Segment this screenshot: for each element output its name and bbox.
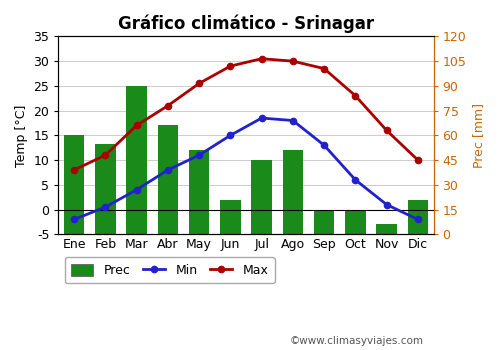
Bar [408, 199, 428, 234]
Bar [95, 144, 116, 234]
Bar [314, 210, 334, 234]
Title: Gráfico climático - Srinagar: Gráfico climático - Srinagar [118, 15, 374, 34]
Bar [220, 199, 240, 234]
Bar [376, 224, 397, 234]
Y-axis label: Temp [°C]: Temp [°C] [15, 104, 28, 167]
Bar [252, 160, 272, 234]
Legend: Prec, Min, Max: Prec, Min, Max [64, 257, 274, 284]
Bar [282, 150, 303, 234]
Bar [126, 86, 147, 234]
Bar [345, 210, 366, 234]
Bar [64, 135, 84, 234]
Bar [189, 150, 210, 234]
Y-axis label: Prec [mm]: Prec [mm] [472, 103, 485, 168]
Bar [158, 125, 178, 234]
Text: ©www.climasyviajes.com: ©www.climasyviajes.com [290, 336, 424, 346]
